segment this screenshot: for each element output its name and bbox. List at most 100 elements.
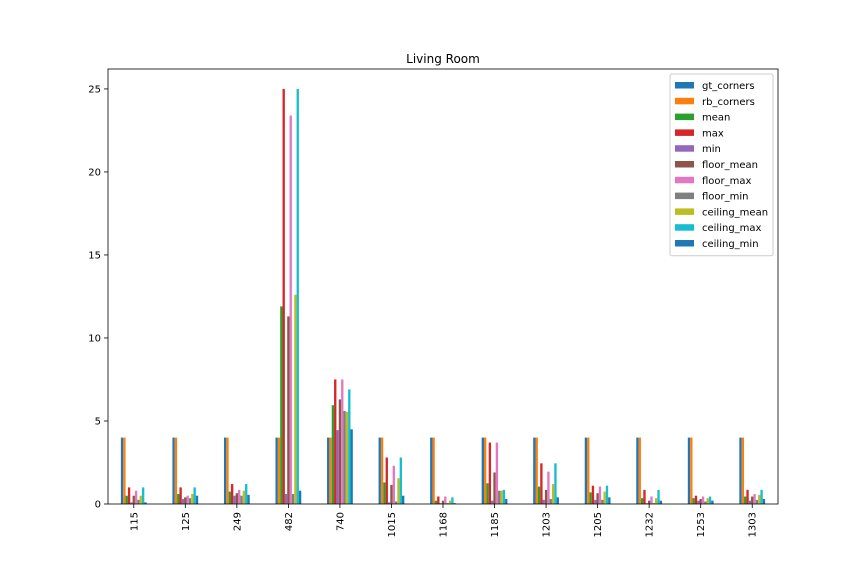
bar-ceiling_mean-1303	[758, 494, 761, 504]
bar-gt_corners-115	[120, 437, 124, 504]
bar-floor_max-1205	[598, 486, 602, 504]
chart-title: Living Room	[406, 52, 480, 66]
bar-min-1303	[748, 500, 752, 504]
legend-swatch	[675, 82, 694, 89]
legend-swatch	[675, 161, 694, 168]
legend-label: floor_mean	[702, 160, 758, 171]
bar-floor_mean-125	[184, 497, 187, 504]
legend-label: ceiling_mean	[702, 207, 768, 218]
bar-ceiling_mean-1185	[500, 490, 503, 504]
y-axis: 0 5 10 15 20 25	[88, 84, 108, 511]
bar-floor_min-1205	[601, 499, 604, 504]
bar-mean-249	[228, 491, 231, 504]
bar-ceiling_min-740	[350, 429, 353, 504]
bar-max-1232	[643, 489, 646, 504]
legend-label: floor_max	[702, 176, 752, 187]
bar-floor_min-1015	[394, 501, 398, 504]
x-tick-label: 1185	[490, 512, 501, 537]
bar-floor_min-740	[343, 411, 346, 504]
bar-floor_min-125	[188, 498, 192, 504]
x-tick-label: 740	[335, 512, 346, 531]
bar-floor_max-1185	[495, 442, 499, 504]
bar-gt_corners-1205	[584, 437, 588, 504]
bars-layer	[120, 88, 766, 504]
bar-ceiling_max-1205	[605, 485, 609, 504]
bar-min-249	[233, 495, 236, 504]
x-axis: 115 125 249 482 740 1015 1168 1185 1203 1205 1232 1…	[129, 504, 759, 537]
bar-min-1203	[542, 499, 545, 504]
bar-min-482	[284, 494, 288, 504]
bar-floor_min-115	[137, 499, 140, 504]
bar-rb_corners-249	[226, 437, 229, 504]
bar-floor_max-1303	[753, 494, 756, 504]
bar-floor_max-1253	[701, 496, 705, 504]
bar-min-1015	[387, 502, 391, 504]
legend-label: mean	[702, 113, 730, 124]
bar-floor_mean-1303	[751, 496, 754, 504]
bar-min-1168	[439, 503, 442, 504]
y-tick-label: 5	[95, 416, 101, 427]
bar-min-1232	[645, 503, 648, 504]
bar-floor_mean-482	[287, 316, 290, 504]
bar-rb_corners-740	[329, 437, 332, 504]
bar-floor_mean-740	[338, 399, 342, 504]
bar-ceiling_max-740	[348, 389, 351, 504]
bar-rb_corners-1303	[741, 437, 745, 504]
bar-floor_mean-115	[132, 495, 135, 504]
bar-ceiling_max-1253	[708, 496, 712, 504]
bar-floor_max-1203	[547, 471, 550, 504]
bar-ceiling_mean-1203	[551, 484, 555, 504]
bar-gt_corners-249	[223, 437, 227, 504]
bar-max-125	[179, 487, 182, 504]
bar-floor_mean-1205	[596, 493, 599, 504]
legend-label: rb_corners	[702, 97, 755, 108]
bar-mean-115	[125, 495, 128, 504]
bar-max-1168	[437, 496, 440, 504]
x-tick-label: 125	[181, 512, 192, 531]
bar-floor_max-249	[238, 489, 241, 504]
y-tick-label: 0	[95, 500, 101, 511]
bar-mean-1303	[744, 496, 747, 504]
legend-swatch	[675, 129, 694, 136]
bar-ceiling_min-1168	[453, 503, 456, 504]
bar-mean-482	[280, 306, 283, 504]
bar-rb_corners-1205	[587, 437, 590, 504]
bar-floor_min-1253	[704, 501, 707, 504]
bar-rb_corners-115	[123, 437, 126, 504]
legend-label: floor_min	[702, 192, 749, 203]
bar-gt_corners-125	[172, 437, 175, 504]
bar-floor_max-125	[186, 495, 189, 504]
bar-floor_max-740	[341, 379, 344, 504]
bar-max-1205	[591, 485, 595, 504]
bar-ceiling_min-1203	[556, 497, 559, 504]
legend-swatch	[675, 224, 694, 231]
bar-mean-1253	[692, 498, 695, 504]
x-tick-label: 1253	[696, 512, 707, 537]
bar-mean-740	[331, 405, 335, 504]
bar-ceiling_mean-1205	[603, 491, 606, 504]
bar-ceiling_mean-125	[191, 494, 194, 504]
bar-mean-1232	[640, 498, 644, 504]
bar-ceiling_max-1203	[554, 463, 557, 504]
x-tick-label: 1015	[387, 512, 398, 537]
bar-floor_min-1168	[446, 503, 449, 504]
bar-ceiling_mean-1253	[706, 498, 709, 504]
bar-ceiling_max-1232	[657, 489, 660, 504]
bar-floor_min-1185	[498, 490, 501, 504]
bar-min-1205	[594, 499, 597, 504]
y-tick-label: 10	[88, 333, 101, 344]
bar-ceiling_min-1205	[608, 497, 611, 504]
bar-mean-1015	[383, 482, 386, 504]
bar-min-115	[130, 502, 133, 504]
x-tick-label: 1232	[645, 512, 656, 537]
bar-floor_max-1168	[444, 496, 447, 504]
bar-mean-1203	[537, 486, 541, 504]
bar-ceiling_max-1303	[760, 489, 763, 504]
bar-rb_corners-1168	[432, 437, 435, 504]
bar-floor_min-249	[240, 495, 243, 504]
bar-floor_max-482	[289, 115, 292, 504]
x-tick-label: 1205	[593, 512, 604, 537]
bar-max-1303	[746, 489, 749, 504]
bar-ceiling_mean-249	[242, 490, 246, 504]
